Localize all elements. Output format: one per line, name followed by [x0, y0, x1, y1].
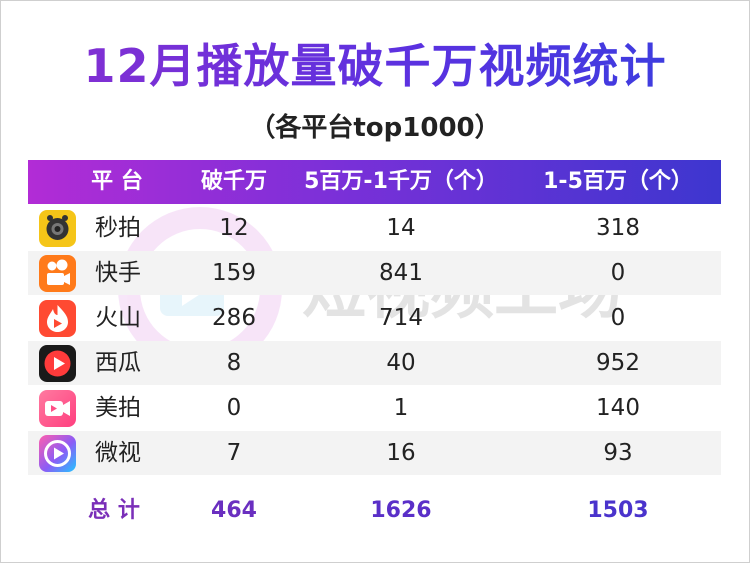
xigua-icon	[39, 345, 76, 382]
cell-over-10m: 8	[226, 350, 242, 376]
cell-over-10m: 159	[212, 260, 256, 286]
platform-name: 西瓜	[95, 350, 141, 376]
cell-over-10m: 7	[226, 440, 242, 466]
cell-1m-5m: 93	[603, 440, 633, 466]
platform-name: 美拍	[95, 395, 141, 421]
total-5m-10m: 1626	[370, 498, 432, 523]
cell-5m-10m: 14	[386, 215, 416, 241]
cell-over-10m: 286	[212, 305, 256, 331]
cell-1m-5m: 0	[610, 305, 626, 331]
table-row: 西瓜 8 40 952	[28, 341, 721, 385]
cell-over-10m: 0	[226, 395, 242, 421]
header-5m-10m: 5百万-1千万（个）	[304, 169, 498, 194]
chart-title: 12月播放量破千万视频统计	[0, 30, 750, 96]
platform-name: 秒拍	[95, 215, 141, 241]
platform-name: 微视	[95, 440, 141, 466]
cell-5m-10m: 714	[379, 305, 423, 331]
table-row: 快手 159 841 0	[28, 251, 721, 295]
meipai-icon	[39, 390, 76, 427]
cell-5m-10m: 40	[386, 350, 416, 376]
header-platform: 平 台	[91, 169, 143, 194]
table-row: 美拍 0 1 140	[28, 386, 721, 430]
cell-1m-5m: 952	[596, 350, 640, 376]
table-row: 火山 286 714 0	[28, 296, 721, 340]
table-row: 微视 7 16 93	[28, 431, 721, 475]
chart-subtitle: （各平台top1000）	[249, 113, 501, 143]
miaopai-icon	[39, 210, 76, 247]
kuaishou-icon	[39, 255, 76, 292]
cell-1m-5m: 0	[610, 260, 626, 286]
cell-1m-5m: 140	[596, 395, 640, 421]
cell-5m-10m: 1	[393, 395, 409, 421]
total-over-10m: 464	[211, 498, 257, 523]
weishi-icon	[39, 435, 76, 472]
cell-over-10m: 12	[219, 215, 249, 241]
header-over-10m: 破千万	[200, 169, 267, 194]
platform-name: 快手	[95, 260, 141, 286]
platform-name: 火山	[95, 305, 141, 331]
cell-1m-5m: 318	[596, 215, 640, 241]
total-1m-5m: 1503	[587, 498, 649, 523]
header-1m-5m: 1-5百万（个）	[543, 169, 693, 194]
table-row: 秒拍 12 14 318	[28, 206, 721, 250]
cell-5m-10m: 16	[386, 440, 416, 466]
cell-5m-10m: 841	[379, 260, 423, 286]
huoshan-icon	[39, 300, 76, 337]
table-header: 平 台 破千万 5百万-1千万（个） 1-5百万（个）	[28, 160, 721, 204]
total-label: 总 计	[88, 498, 140, 523]
